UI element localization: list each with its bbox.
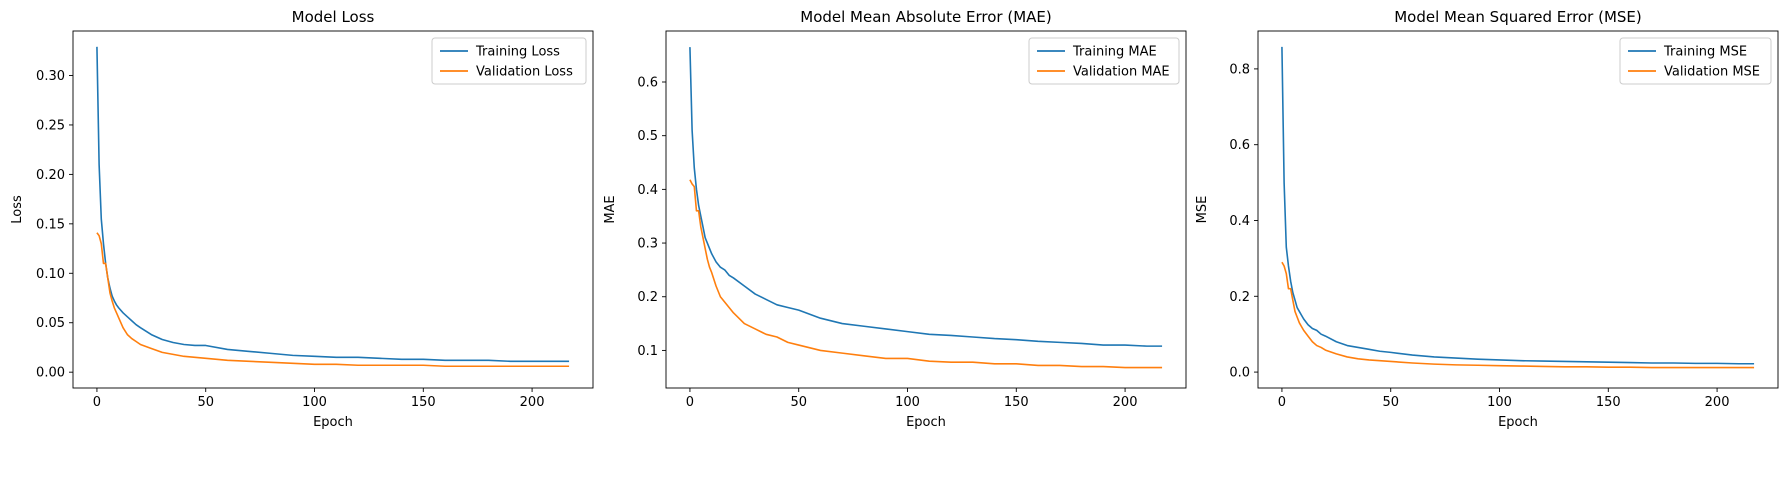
- chart-panel-2: 0 50 100 150 200 0.1 0.2 0.3 0.4 0.5 0.6 Model Mean…: [603, 8, 1187, 430]
- x-axis-label: Epoch: [906, 415, 946, 430]
- chart-title: Model Loss: [292, 8, 375, 26]
- legend-label: Training MAE: [1072, 45, 1157, 60]
- y-tick-label: 0.15: [36, 217, 65, 232]
- y-tick-label: 0.3: [637, 237, 658, 252]
- x-tick-label: 50: [197, 395, 214, 410]
- y-axis-label: MAE: [603, 195, 618, 223]
- y-tick-label: 0.5: [637, 129, 658, 144]
- series-line-validation: [1281, 261, 1755, 369]
- chart-title: Model Mean Absolute Error (MAE): [800, 8, 1051, 26]
- x-tick-label: 150: [1004, 395, 1029, 410]
- y-tick-label: 0.2: [1229, 290, 1250, 305]
- x-axis-label: Epoch: [313, 415, 353, 430]
- legend: Training MAE Validation MAE: [1028, 37, 1180, 85]
- legend-label: Training MSE: [1663, 45, 1747, 60]
- x-tick-label: 200: [1113, 395, 1138, 410]
- chart-title: Model Mean Squared Error (MSE): [1394, 8, 1642, 26]
- x-tick-label: 150: [1596, 395, 1621, 410]
- series-line-validation: [96, 232, 570, 368]
- legend-label: Training Loss: [475, 45, 560, 60]
- x-tick-label: 200: [1705, 395, 1730, 410]
- x-tick-label: 100: [895, 395, 920, 410]
- y-tick-label: 0.0: [1229, 366, 1250, 381]
- legend-box: [1028, 37, 1180, 85]
- legend-box: [1619, 37, 1772, 85]
- x-tick-label: 100: [1487, 395, 1512, 410]
- x-tick-label: 50: [1382, 395, 1399, 410]
- x-tick-label: 200: [520, 395, 545, 410]
- series-line-validation: [689, 179, 1163, 369]
- legend-label: Validation Loss: [476, 65, 573, 80]
- x-tick-label: 0: [686, 395, 694, 410]
- chart-panel-1: 0 50 100 150 200 0.00 0.05 0.10 0.15 0.20 0.25 0.30…: [10, 8, 594, 430]
- series-line-training: [689, 47, 1163, 347]
- y-tick-label: 0.6: [637, 76, 658, 91]
- y-tick-label: 0.4: [1229, 214, 1250, 229]
- y-tick-label: 0.6: [1229, 138, 1250, 153]
- series-line-training: [96, 46, 570, 363]
- plot-frame: [72, 30, 594, 389]
- chart-panel-3: 0 50 100 150 200 0.0 0.2 0.4 0.6 0.8 Model Mean Sq…: [1195, 8, 1779, 430]
- y-tick-label: 0.4: [637, 183, 658, 198]
- y-tick-label: 0.10: [36, 267, 65, 282]
- x-axis-label: Epoch: [1498, 415, 1538, 430]
- legend-label: Validation MSE: [1664, 65, 1760, 80]
- y-tick-label: 0.00: [36, 366, 65, 381]
- y-tick-label: 0.1: [637, 344, 658, 359]
- x-tick-label: 50: [790, 395, 807, 410]
- plot-frame: [1257, 30, 1779, 389]
- plot-frame: [665, 30, 1187, 389]
- x-tick-label: 0: [1278, 395, 1286, 410]
- y-axis-label: MSE: [1195, 196, 1210, 224]
- y-tick-label: 0.25: [36, 118, 65, 133]
- x-tick-label: 100: [302, 395, 327, 410]
- y-tick-label: 0.05: [36, 316, 65, 331]
- y-axis-label: Loss: [10, 195, 25, 224]
- y-tick-label: 0.8: [1229, 62, 1250, 77]
- y-tick-label: 0.2: [637, 290, 658, 305]
- y-tick-label: 0.20: [36, 168, 65, 183]
- x-tick-label: 0: [93, 395, 101, 410]
- series-line-training: [1281, 46, 1755, 365]
- y-tick-label: 0.30: [36, 69, 65, 84]
- legend: Training Loss Validation Loss: [431, 37, 587, 85]
- legend: Training MSE Validation MSE: [1619, 37, 1772, 85]
- legend-box: [431, 37, 587, 85]
- legend-label: Validation MAE: [1073, 65, 1170, 80]
- x-tick-label: 150: [411, 395, 436, 410]
